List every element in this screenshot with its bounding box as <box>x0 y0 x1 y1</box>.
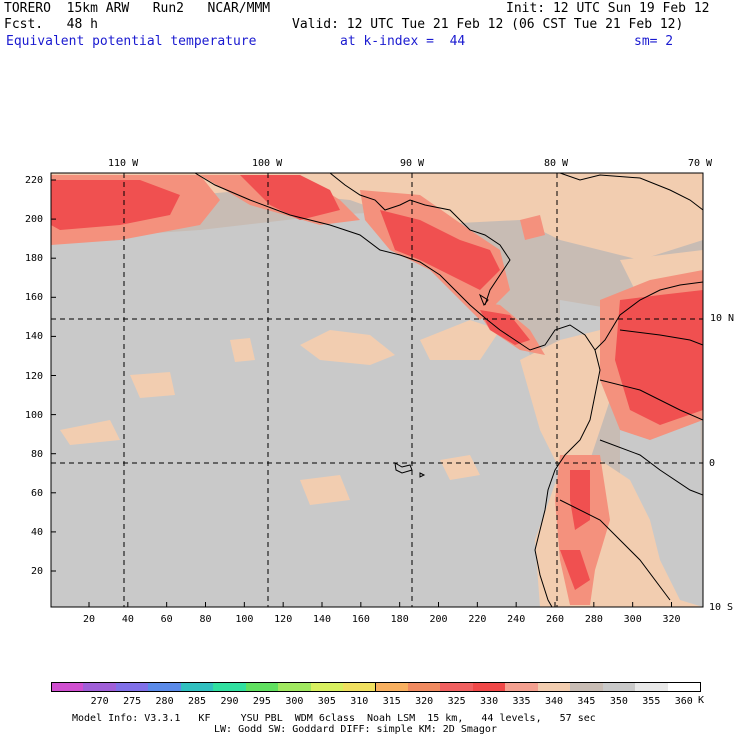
x-tick-label: 220 <box>468 614 487 625</box>
x-tick-label: 20 <box>83 614 96 625</box>
tick-marks <box>51 179 672 607</box>
x-tick-label: 180 <box>390 614 409 625</box>
colorbar-swatch <box>213 682 247 692</box>
colorbar-swatch <box>505 682 539 692</box>
colorbar-swatch <box>440 682 474 692</box>
colorbar-swatch <box>472 682 507 692</box>
x-tick-label: 140 <box>313 614 332 625</box>
x-tick-label: 100 <box>235 614 254 625</box>
x-tick-label: 260 <box>546 614 565 625</box>
colorbar-swatch <box>343 682 377 692</box>
colorbar-swatch <box>635 682 669 692</box>
init-time: Init: 12 UTC Sun 19 Feb 12 <box>506 1 710 16</box>
colorbar-swatch <box>602 682 637 692</box>
colorbar-label: 340 <box>544 696 563 707</box>
lon-label-70w: 70 W <box>688 158 713 169</box>
colorbar-label: 295 <box>252 696 271 707</box>
colorbar-label: 355 <box>642 696 661 707</box>
colorbar-label: 330 <box>480 696 499 707</box>
colorbar-label: 325 <box>447 696 466 707</box>
model-info-line: Model Info: V3.3.1 KF YSU PBL WDM 6class… <box>72 713 596 724</box>
forecast-hour: Fcst. 48 h <box>4 17 98 32</box>
field-name: Equivalent potential temperature <box>6 34 257 49</box>
physics-info-line: LW: Godd SW: Goddard DIFF: simple KM: 2D… <box>214 724 497 735</box>
colorbar-label: 270 <box>90 696 109 707</box>
colorbar-swatch <box>245 682 280 692</box>
x-tick-label: 280 <box>584 614 603 625</box>
y-tick-label: 20 <box>31 566 44 577</box>
colorbar-label: 305 <box>317 696 336 707</box>
colorbar-swatch <box>310 682 345 692</box>
lon-label-90w: 90 W <box>400 158 425 169</box>
hottest-field-patches <box>51 175 703 590</box>
x-tick-label: 60 <box>160 614 173 625</box>
colorbar-label: 360 <box>674 696 693 707</box>
x-tick-label: 80 <box>199 614 212 625</box>
x-tick-label: 320 <box>662 614 681 625</box>
y-tick-label: 220 <box>25 175 44 186</box>
map-frame <box>50 172 704 608</box>
lat-label-10s: 10 S <box>709 602 734 613</box>
colorbar-swatch <box>407 682 442 692</box>
colorbar-label: 315 <box>382 696 401 707</box>
lon-label-80w: 80 W <box>544 158 569 169</box>
colorbar-swatch <box>83 682 117 692</box>
colorbar-swatch <box>667 682 701 692</box>
colorbar-label: 280 <box>155 696 174 707</box>
y-tick-label: 200 <box>25 214 44 226</box>
lat-label-0: 0 <box>709 458 716 469</box>
colorbar-swatch <box>570 682 604 692</box>
smoothing-value: sm= 2 <box>634 34 674 49</box>
colorbar-label: 320 <box>415 696 434 707</box>
level-index: at k-index = 44 <box>340 34 466 49</box>
lon-label-100w: 100 W <box>252 158 283 169</box>
y-tick-label: 120 <box>25 370 44 382</box>
x-tick-label: 120 <box>274 614 293 625</box>
valid-time: Valid: 12 UTC Tue 21 Feb 12 (06 CST Tue … <box>292 17 684 32</box>
y-tick-label: 180 <box>25 253 44 265</box>
colorbar-swatch <box>51 682 85 692</box>
colorbar-label: 300 <box>285 696 304 707</box>
colorbar-swatch <box>537 682 572 692</box>
colorbar-unit: K <box>698 695 705 706</box>
x-tick-label: 160 <box>351 614 370 625</box>
y-tick-label: 80 <box>31 448 44 460</box>
colorbar-swatch <box>278 682 312 692</box>
y-tick-label: 140 <box>25 331 44 343</box>
lat-label-10n: 10 N <box>710 313 735 324</box>
y-tick-label: 40 <box>31 526 44 538</box>
colorbar-label: 290 <box>220 696 239 707</box>
x-tick-label: 200 <box>429 614 448 625</box>
colorbar-label: 345 <box>577 696 596 707</box>
x-tick-label: 300 <box>623 614 642 625</box>
y-tick-label: 100 <box>25 409 44 421</box>
x-tick-label: 240 <box>507 614 526 625</box>
colorbar-label: 285 <box>187 696 207 707</box>
colorbar-swatch <box>375 682 409 692</box>
y-tick-label: 160 <box>25 292 44 304</box>
lon-label-110w: 110 W <box>108 158 139 169</box>
colorbar-swatch <box>148 682 182 692</box>
colorbar-label: 275 <box>123 696 142 707</box>
colorbar-label: 335 <box>512 696 531 707</box>
lat-lon-grid <box>51 173 703 607</box>
colorbar-label: 310 <box>350 696 369 707</box>
y-tick-label: 60 <box>31 487 44 499</box>
colorbar-swatch <box>180 682 215 692</box>
model-run-title: TORERO 15km ARW Run2 NCAR/MMM <box>4 1 271 16</box>
colorbar-label: 350 <box>609 696 628 707</box>
colorbar-swatch <box>115 682 150 692</box>
x-tick-label: 40 <box>121 614 134 625</box>
coastlines <box>194 173 703 607</box>
